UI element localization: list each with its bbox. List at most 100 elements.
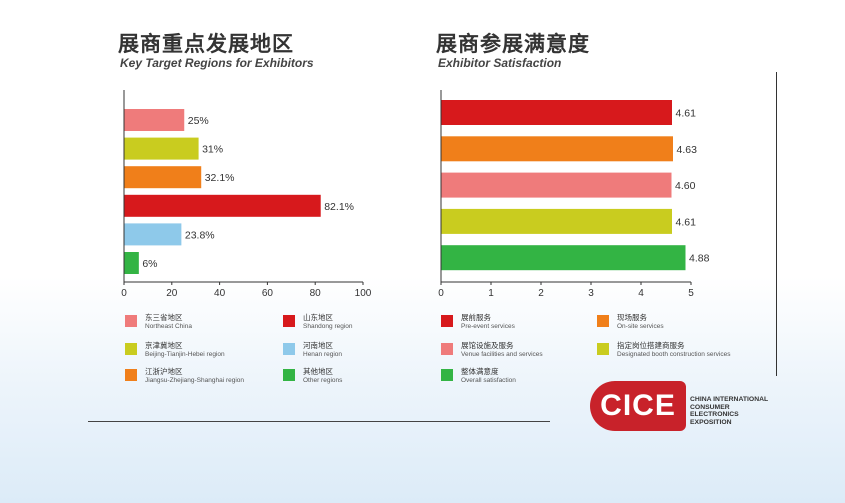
satisfaction-legend-item: 展前服务 Pre-event services	[441, 313, 515, 331]
chart2-tick-label: 0	[438, 288, 444, 299]
satisfaction-legend-swatch	[597, 343, 609, 355]
regions-legend-label-cn: 东三省地区	[145, 313, 183, 322]
chart2-bar	[441, 136, 673, 162]
regions-legend-label-en: Jiangsu-Zhejiang-Shanghai region	[145, 377, 245, 384]
regions-legend-text: 京津冀地区 Beijing-Tianjin-Hebei region	[145, 341, 225, 359]
satisfaction-legend-label-en: Designated booth construction services	[617, 351, 731, 358]
chart2-tick-label: 1	[488, 288, 494, 299]
chart2-bar	[441, 100, 672, 125]
chart2-data-label: 4.60	[675, 180, 696, 192]
chart1-bar	[124, 194, 321, 217]
chart2-bar	[441, 245, 686, 271]
satisfaction-legend-label-cn: 展前服务	[461, 313, 491, 322]
right-chart-subtitle: Exhibitor Satisfaction	[438, 56, 562, 70]
chart2-tick-label: 5	[688, 288, 694, 299]
regions-legend-text: 其他地区 Other regions	[303, 367, 342, 385]
chart1-bar	[124, 137, 199, 160]
cice-logo: CICE CHINA INTERNATIONAL CONSUMER ELECTR…	[590, 381, 780, 431]
chart2-tick-label: 4	[638, 288, 644, 299]
satisfaction-legend-text: 整体满意度 Overall satisfaction	[461, 367, 516, 385]
regions-legend-label-en: Henan region	[303, 351, 343, 358]
regions-legend-text: 江浙沪地区 Jiangsu-Zhejiang-Shanghai region	[145, 367, 244, 385]
satisfaction-legend-swatch	[597, 315, 609, 327]
satisfaction-legend-item: 展馆设施及服务 Venue facilities and services	[441, 341, 543, 359]
satisfaction-legend-item: 整体满意度 Overall satisfaction	[441, 367, 516, 385]
regions-legend-swatch	[283, 343, 295, 355]
chart1-tick-label: 60	[262, 288, 274, 299]
chart1-bar	[124, 223, 182, 246]
satisfaction-legend-label-en: Venue facilities and services	[461, 351, 543, 358]
chart1-bar	[124, 252, 139, 274]
satisfaction-legend-text: 展前服务 Pre-event services	[461, 313, 515, 331]
regions-legend-swatch	[283, 315, 295, 327]
satisfaction-legend-swatch	[441, 315, 453, 327]
regions-legend-item: 京津冀地区 Beijing-Tianjin-Hebei region	[125, 341, 225, 359]
right-chart-title: 展商参展满意度	[436, 32, 590, 56]
chart2-bar	[441, 172, 672, 198]
satisfaction-legend-label-en: Overall satisfaction	[461, 377, 516, 384]
chart1-tick-label: 40	[214, 288, 226, 299]
regions-legend-label-cn: 河南地区	[303, 341, 333, 350]
regions-legend-label-cn: 山东地区	[303, 313, 333, 322]
vertical-divider	[776, 72, 777, 376]
chart1-data-label: 32.1%	[205, 172, 235, 184]
satisfaction-legend-swatch	[441, 369, 453, 381]
satisfaction-legend-label-cn: 整体满意度	[461, 367, 499, 376]
regions-legend-label-cn: 京津冀地区	[145, 341, 183, 350]
regions-legend-item: 江浙沪地区 Jiangsu-Zhejiang-Shanghai region	[125, 367, 244, 385]
satisfaction-legend-item: 指定岗位搭建商服务 Designated booth construction s…	[597, 341, 730, 359]
satisfaction-legend-label-cn: 指定岗位搭建商服务	[617, 341, 685, 350]
chart1-data-label: 31%	[202, 144, 223, 156]
regions-legend-item: 山东地区 Shandong region	[283, 313, 353, 331]
chart2-data-label: 4.61	[676, 216, 697, 228]
chart1-data-label: 23.8%	[185, 229, 215, 241]
chart1-data-label: 25%	[188, 115, 209, 127]
regions-legend-swatch	[125, 369, 137, 381]
chart2-tick-label: 3	[588, 288, 594, 299]
satisfaction-legend-item: 现场服务 On-site services	[597, 313, 664, 331]
chart1-tick-label: 100	[355, 288, 372, 299]
chart2-bar	[441, 208, 672, 234]
chart2-data-label: 4.61	[676, 108, 697, 120]
chart1-tick-label: 20	[166, 288, 178, 299]
chart1-data-label: 82.1%	[324, 201, 354, 213]
chart2-data-label: 4.63	[677, 144, 698, 156]
cice-logo-text: CHINA INTERNATIONAL CONSUMER ELECTRONICS…	[690, 396, 780, 426]
chart1-bar	[124, 109, 185, 131]
logo-line-1: CHINA INTERNATIONAL	[690, 396, 769, 403]
left-chart-title: 展商重点发展地区	[118, 32, 294, 56]
satisfaction-legend-text: 指定岗位搭建商服务 Designated booth construction s…	[617, 341, 730, 359]
satisfaction-legend-label-cn: 现场服务	[617, 313, 647, 322]
regions-legend-text: 河南地区 Henan region	[303, 341, 342, 359]
chart1-data-label: 6%	[142, 258, 157, 270]
regions-legend-swatch	[283, 369, 295, 381]
satisfaction-legend-label-en: On-site services	[617, 323, 664, 330]
satisfaction-legend-label-en: Pre-event services	[461, 323, 515, 330]
regions-legend-item: 其他地区 Other regions	[283, 367, 342, 385]
chart1-bar	[124, 166, 202, 189]
satisfaction-legend-text: 展馆设施及服务 Venue facilities and services	[461, 341, 543, 359]
chart2-data-label: 4.88	[689, 253, 710, 265]
logo-line-3: EXPOSITION	[690, 418, 732, 426]
regions-legend-text: 东三省地区 Northeast China	[145, 313, 192, 331]
regions-legend-label-en: Other regions	[303, 377, 343, 384]
regions-legend-item: 东三省地区 Northeast China	[125, 313, 192, 331]
logo-line-2: CONSUMER ELECTRONICS	[690, 403, 739, 419]
chart2-tick-label: 2	[538, 288, 544, 299]
regions-legend-item: 河南地区 Henan region	[283, 341, 342, 359]
regions-legend-label-en: Beijing-Tianjin-Hebei region	[145, 351, 225, 358]
regions-legend-label-cn: 江浙沪地区	[145, 367, 183, 376]
satisfaction-legend-label-cn: 展馆设施及服务	[461, 341, 514, 350]
satisfaction-legend-text: 现场服务 On-site services	[617, 313, 664, 331]
left-chart-subtitle: Key Target Regions for Exhibitors	[120, 56, 314, 70]
regions-legend-swatch	[125, 343, 137, 355]
satisfaction-legend-swatch	[441, 343, 453, 355]
cice-logo-mark: CICE	[590, 381, 686, 431]
regions-legend-text: 山东地区 Shandong region	[303, 313, 353, 331]
regions-legend-label-en: Shandong region	[303, 323, 353, 330]
chart1-tick-label: 80	[310, 288, 322, 299]
horizontal-divider	[88, 421, 550, 422]
regions-legend-swatch	[125, 315, 137, 327]
regions-legend-label-en: Northeast China	[145, 323, 192, 330]
